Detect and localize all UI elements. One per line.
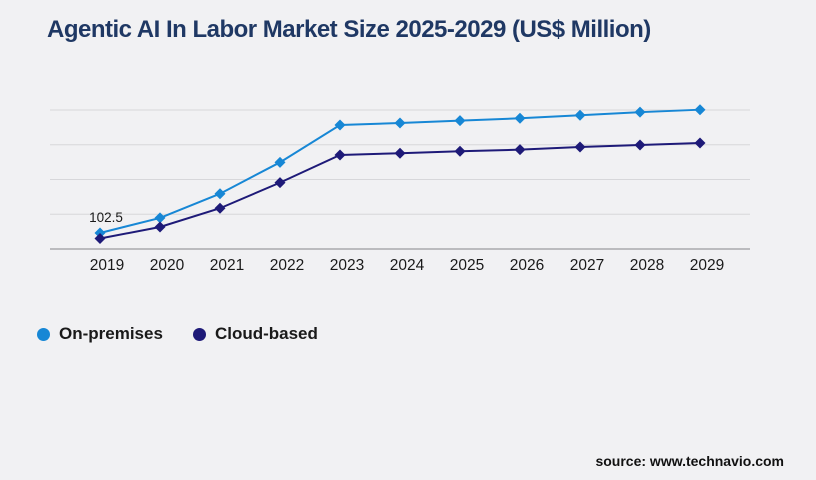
x-tick-label: 2020 xyxy=(150,257,185,274)
data-point-icon xyxy=(274,177,286,189)
data-point-icon xyxy=(274,156,286,168)
legend-item-on-premises[interactable]: On-premises xyxy=(37,324,163,344)
data-point-icon xyxy=(574,141,586,153)
source-credit: source: www.technavio.com xyxy=(595,453,784,469)
on-premises-marker-icon xyxy=(37,327,50,341)
data-point-icon xyxy=(454,145,466,157)
data-point-icon xyxy=(574,109,586,121)
x-tick-label: 2026 xyxy=(510,257,544,274)
cloud-based-marker-icon xyxy=(192,327,206,341)
data-point-icon xyxy=(214,202,226,214)
data-point-icon xyxy=(154,212,166,224)
data-label: 102.5 xyxy=(89,210,123,225)
x-tick-label: 2022 xyxy=(270,257,304,274)
x-tick-label: 2027 xyxy=(570,257,604,274)
legend-item-cloud-based[interactable]: Cloud-based xyxy=(192,324,318,344)
data-point-icon xyxy=(334,119,346,131)
data-point-icon xyxy=(634,106,646,118)
data-point-icon xyxy=(394,147,406,159)
legend-label-cloud-based: Cloud-based xyxy=(214,324,318,343)
data-point-icon xyxy=(154,221,166,233)
x-tick-label: 2029 xyxy=(690,257,724,274)
legend-label-on-premises: On-premises xyxy=(59,324,163,343)
chart-legend: On-premises Cloud-based xyxy=(37,324,318,344)
x-tick-label: 2021 xyxy=(210,257,244,274)
data-point-icon xyxy=(514,112,526,124)
data-point-icon xyxy=(454,115,466,127)
data-point-icon xyxy=(94,233,106,245)
data-point-icon xyxy=(334,149,346,161)
x-tick-label: 2028 xyxy=(630,257,664,274)
data-point-icon xyxy=(694,137,706,149)
data-point-icon xyxy=(94,227,106,239)
x-tick-label: 2024 xyxy=(390,257,425,274)
data-point-icon xyxy=(394,117,406,129)
chart-title: Agentic AI In Labor Market Size 2025-202… xyxy=(47,16,651,43)
data-point-icon xyxy=(694,104,706,116)
data-point-icon xyxy=(634,139,646,151)
data-point-icon xyxy=(214,188,226,200)
x-tick-label: 2023 xyxy=(330,257,364,274)
x-tick-label: 2025 xyxy=(450,257,484,274)
data-point-icon xyxy=(514,144,526,156)
x-tick-label: 2019 xyxy=(90,257,124,274)
